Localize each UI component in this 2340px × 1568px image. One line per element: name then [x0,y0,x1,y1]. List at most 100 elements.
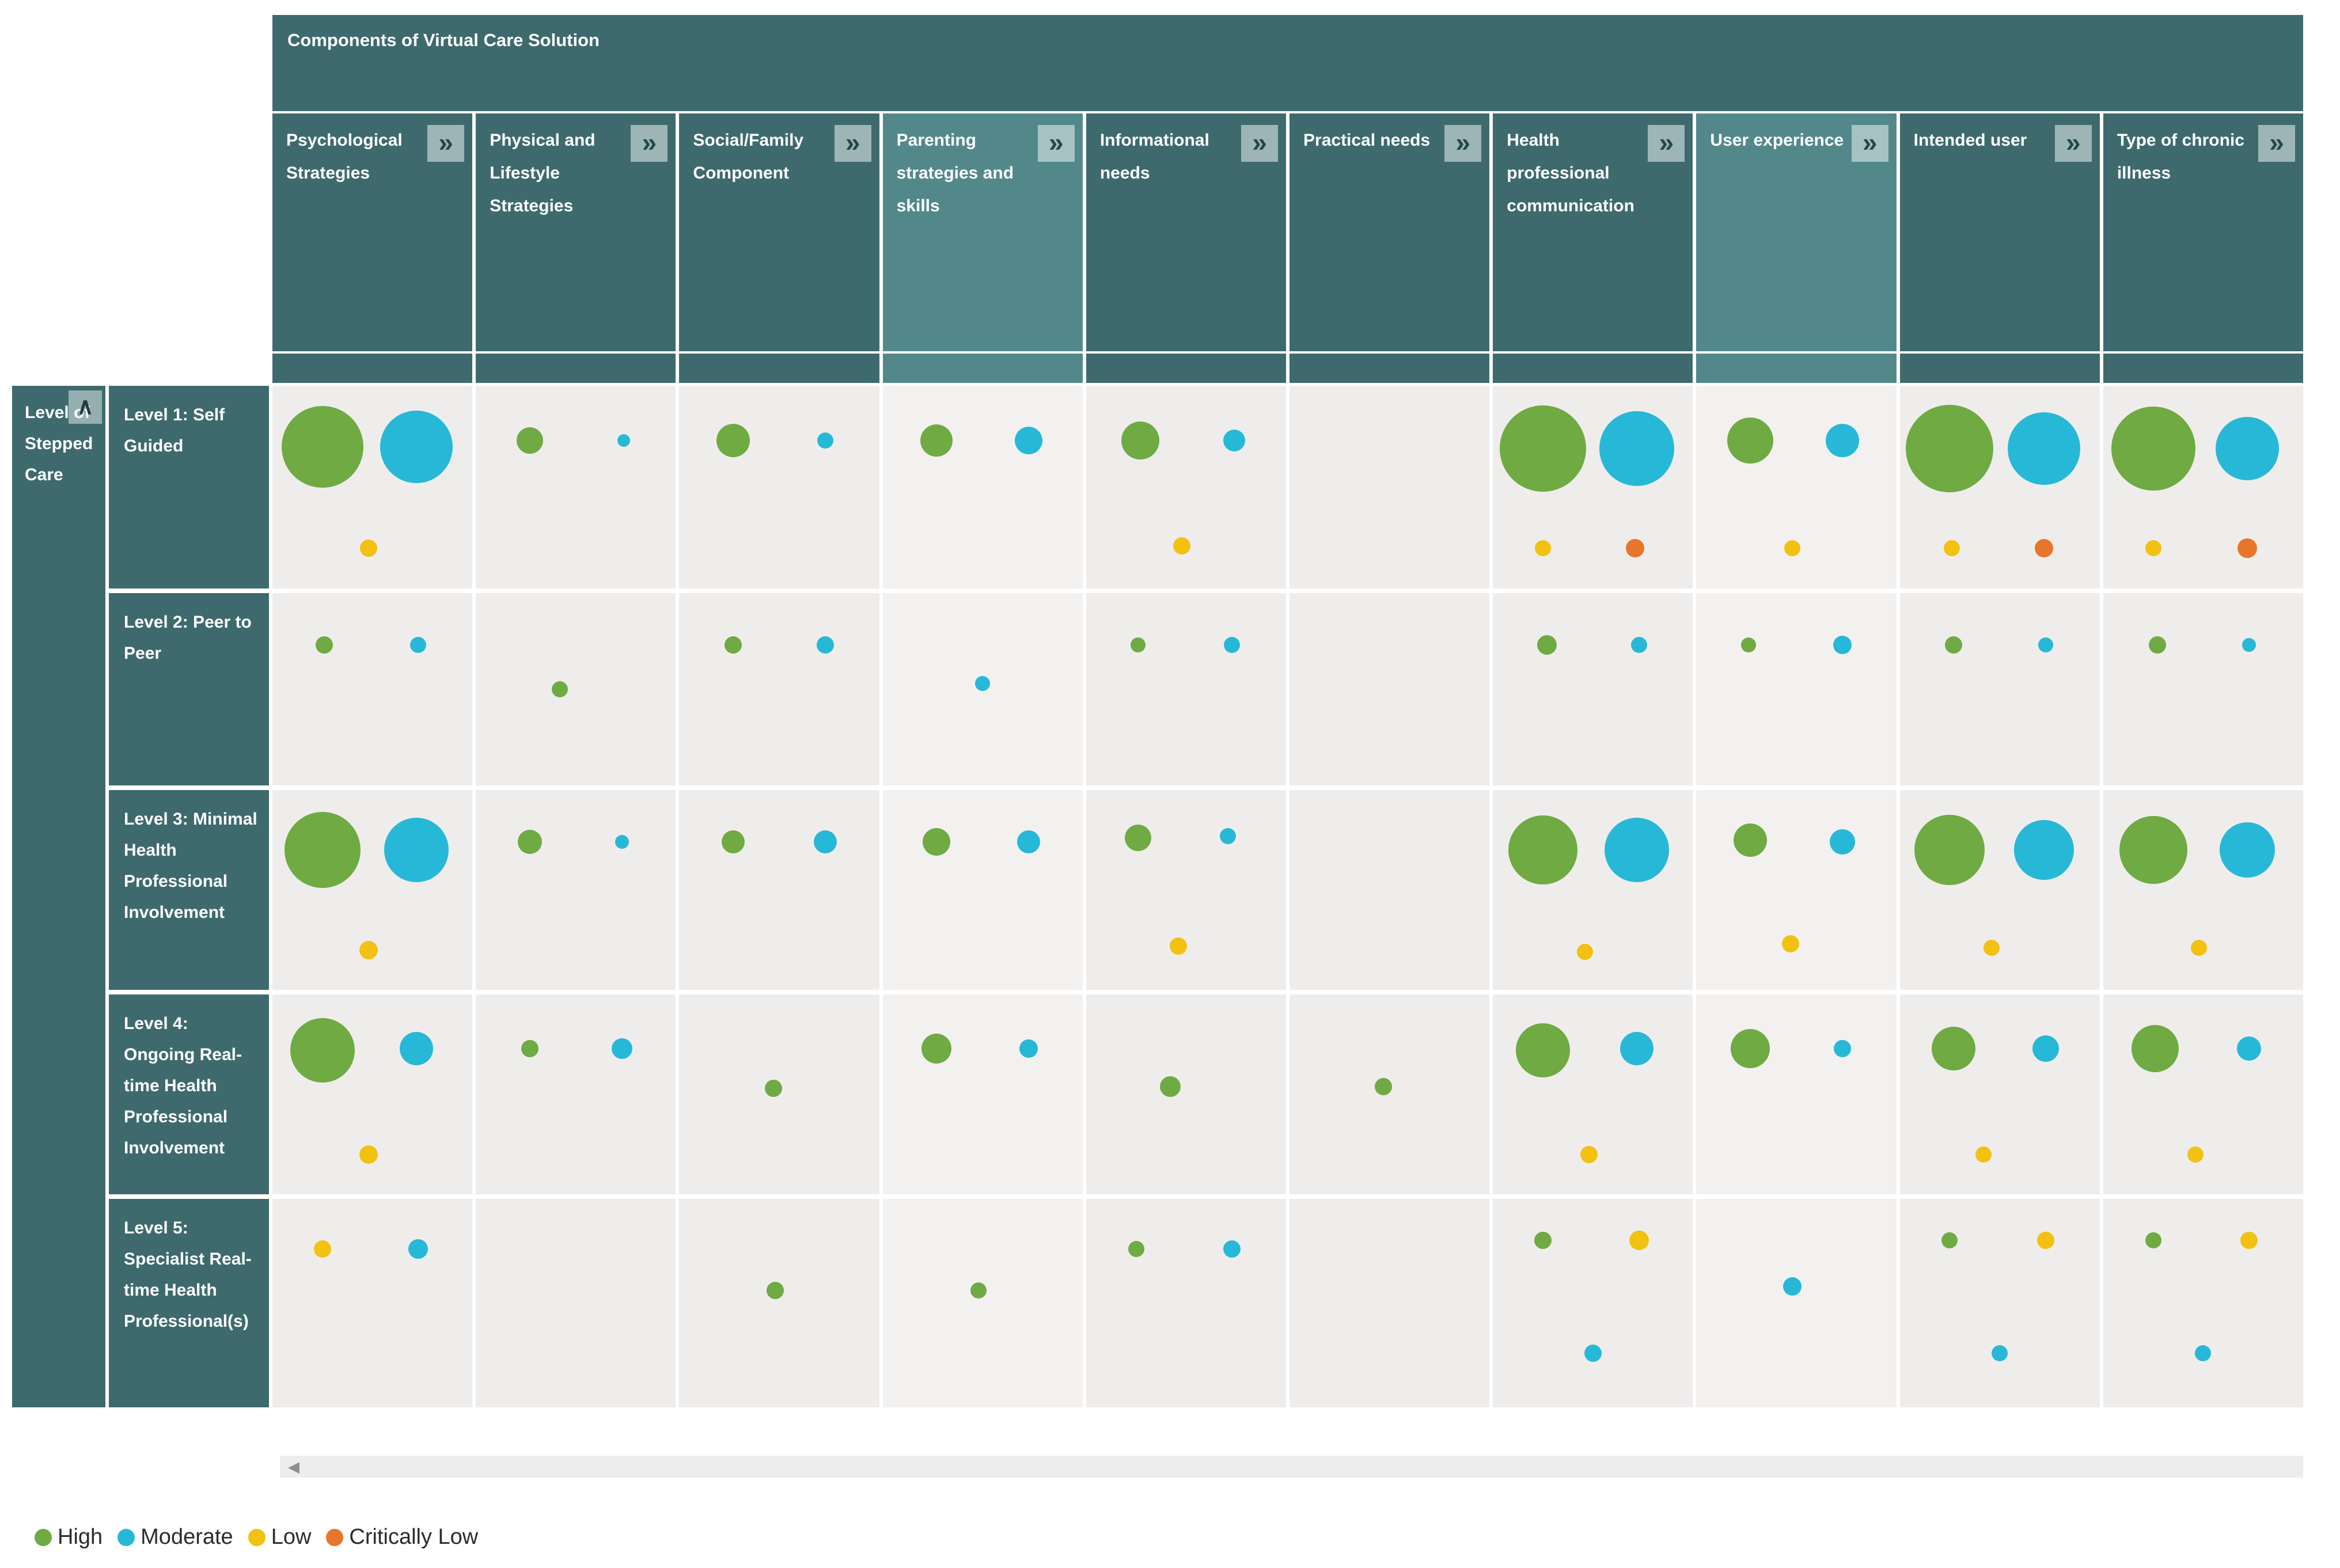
bubble-critically_low[interactable] [2034,538,2053,557]
bubble-low[interactable] [2037,1232,2055,1250]
bubble-high[interactable] [1125,825,1152,852]
bubble-low[interactable] [359,1145,378,1164]
bubble-high[interactable] [970,1282,987,1299]
bubble-low[interactable] [359,539,377,557]
bubble-low[interactable] [1975,1146,1992,1163]
bubble-low[interactable] [1535,540,1552,556]
bubble-moderate[interactable] [1223,430,1245,452]
bubble-high[interactable] [1121,422,1159,460]
bubble-moderate[interactable] [1825,424,1859,458]
bubble-moderate[interactable] [2219,822,2275,878]
bubble-moderate[interactable] [1605,818,1670,883]
bubble-high[interactable] [552,681,568,697]
bubble-moderate[interactable] [617,434,631,447]
bubble-high[interactable] [767,1282,784,1300]
bubble-high[interactable] [1740,637,1756,653]
bubble-high[interactable] [920,424,953,457]
bubble-low[interactable] [1784,540,1801,556]
bubble-high[interactable] [284,812,361,889]
bubble-high[interactable] [1516,1023,1571,1078]
bubble-moderate[interactable] [611,1038,632,1059]
bubble-moderate[interactable] [2007,412,2080,485]
bubble-low[interactable] [1580,1145,1598,1163]
legend-item-high[interactable]: High [35,1525,103,1550]
bubble-high[interactable] [1731,1028,1770,1068]
bubble-high[interactable] [2148,636,2166,654]
legend-item-low[interactable]: Low [248,1525,311,1550]
bubble-high[interactable] [290,1018,355,1083]
bubble-high[interactable] [2145,1232,2161,1249]
bubble-low[interactable] [1781,935,1799,953]
bubble-moderate[interactable] [1015,427,1043,455]
bubble-moderate[interactable] [817,432,833,449]
bubble-moderate[interactable] [2242,638,2256,652]
bubble-low[interactable] [1983,940,2000,956]
bubble-moderate[interactable] [1224,637,1241,654]
bubble-high[interactable] [1375,1077,1393,1095]
bubble-low[interactable] [1576,944,1593,960]
bubble-critically_low[interactable] [2237,538,2257,558]
bubble-moderate[interactable] [2032,1035,2060,1062]
bubble-high[interactable] [1500,405,1587,492]
bubble-moderate[interactable] [975,675,991,691]
bubble-low[interactable] [1943,540,1960,556]
bubble-moderate[interactable] [816,636,834,654]
bubble-moderate[interactable] [1833,1039,1851,1057]
bubble-high[interactable] [1128,1240,1144,1257]
expand-column-icon[interactable]: » [1444,125,1482,162]
bubble-low[interactable] [2145,540,2161,556]
horizontal-scrollbar[interactable]: ◀ [280,1456,2303,1478]
bubble-moderate[interactable] [408,1239,428,1259]
bubble-high[interactable] [1159,1076,1181,1097]
bubble-high[interactable] [2111,407,2195,491]
scroll-left-arrow-icon[interactable]: ◀ [288,1459,299,1476]
bubble-moderate[interactable] [2013,820,2074,880]
legend-item-moderate[interactable]: Moderate [117,1525,233,1550]
bubble-moderate[interactable] [2215,417,2279,481]
expand-column-icon[interactable]: » [1241,125,1279,162]
bubble-moderate[interactable] [1019,1039,1038,1058]
expand-column-icon[interactable]: » [1648,125,1685,162]
bubble-high[interactable] [1508,815,1578,885]
bubble-low[interactable] [1169,937,1187,955]
bubble-moderate[interactable] [1829,829,1855,855]
bubble-high[interactable] [281,405,363,488]
expand-column-icon[interactable]: » [2258,125,2296,162]
bubble-critically_low[interactable] [1625,538,1644,557]
bubble-moderate[interactable] [399,1031,433,1065]
bubble-high[interactable] [316,636,333,654]
bubble-high[interactable] [1932,1026,1976,1070]
bubble-low[interactable] [1173,537,1191,555]
bubble-high[interactable] [716,424,750,458]
bubble-moderate[interactable] [2195,1345,2212,1361]
collapse-rows-icon[interactable]: ∧ [69,390,102,424]
bubble-high[interactable] [521,1039,538,1057]
bubble-moderate[interactable] [1599,411,1675,487]
bubble-high[interactable] [921,1033,952,1064]
bubble-high[interactable] [516,427,543,454]
bubble-high[interactable] [764,1080,782,1098]
bubble-high[interactable] [2119,816,2187,884]
bubble-moderate[interactable] [2237,1036,2262,1061]
bubble-high[interactable] [517,830,542,855]
expand-column-icon[interactable]: » [834,125,871,162]
legend-item-critically_low[interactable]: Critically Low [326,1525,478,1550]
bubble-low[interactable] [359,940,378,959]
bubble-moderate[interactable] [1630,637,1647,654]
bubble-moderate[interactable] [1992,1345,2008,1361]
bubble-moderate[interactable] [410,637,427,654]
bubble-low[interactable] [2187,1146,2204,1163]
bubble-high[interactable] [1727,417,1774,464]
bubble-moderate[interactable] [384,818,449,883]
bubble-high[interactable] [1906,405,1994,493]
expand-column-icon[interactable]: » [631,125,668,162]
bubble-moderate[interactable] [813,830,837,854]
bubble-moderate[interactable] [2038,637,2054,653]
bubble-high[interactable] [1537,635,1557,655]
bubble-high[interactable] [1914,815,1985,886]
bubble-low[interactable] [2240,1232,2258,1250]
bubble-moderate[interactable] [1833,636,1852,655]
bubble-high[interactable] [1534,1232,1552,1250]
bubble-high[interactable] [1945,636,1963,654]
bubble-moderate[interactable] [1017,830,1041,854]
